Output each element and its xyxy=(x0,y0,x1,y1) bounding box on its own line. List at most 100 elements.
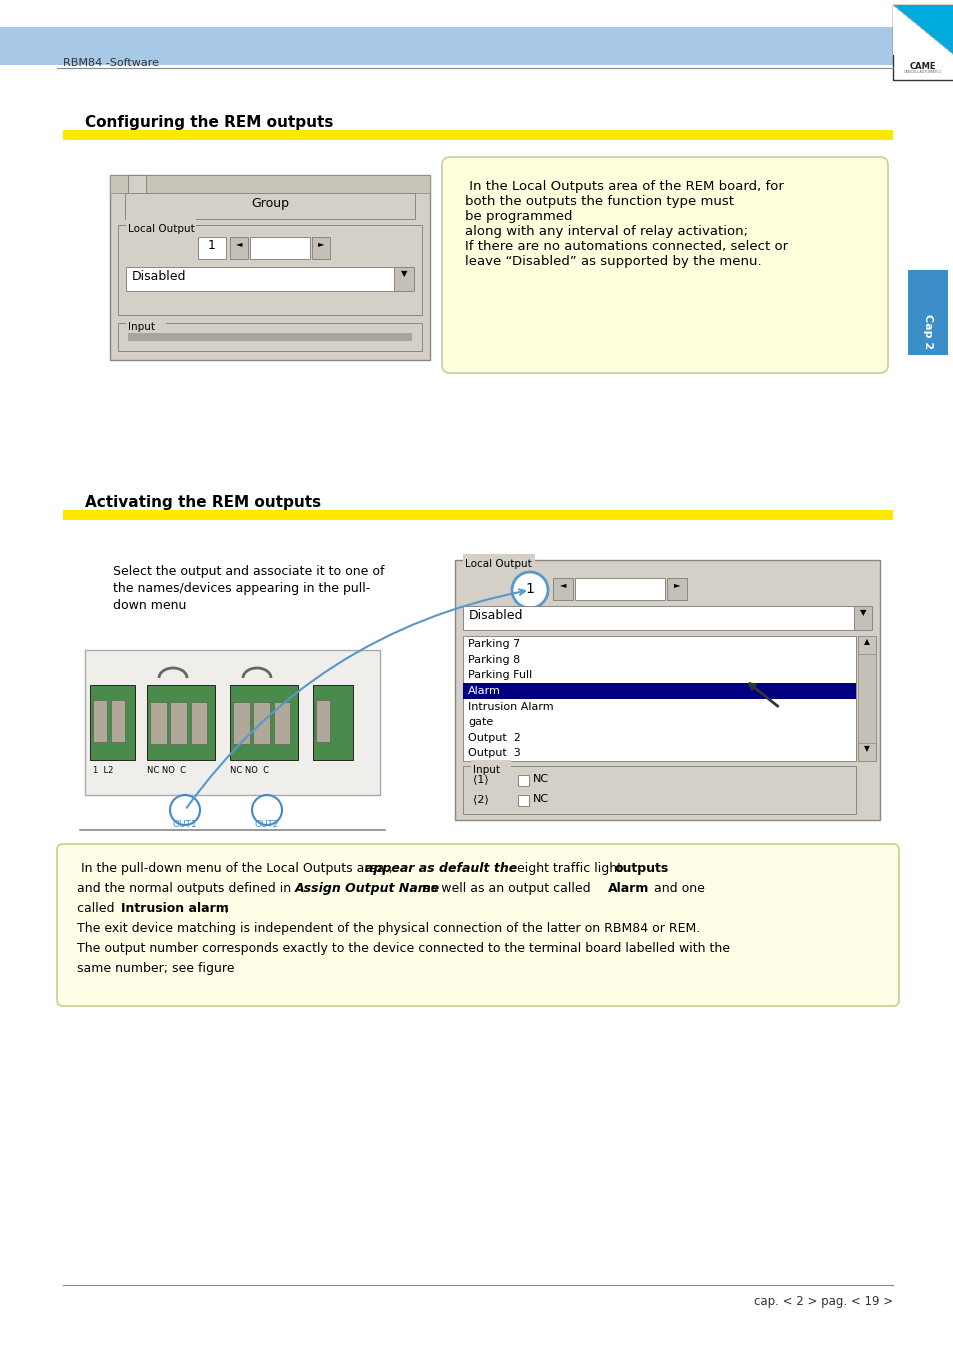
Text: as well as an output called: as well as an output called xyxy=(422,882,594,894)
Text: OUT1: OUT1 xyxy=(172,820,197,830)
FancyBboxPatch shape xyxy=(455,561,879,820)
Text: CAME: CAME xyxy=(909,62,935,72)
Text: 1: 1 xyxy=(525,582,534,596)
FancyBboxPatch shape xyxy=(233,703,250,743)
FancyBboxPatch shape xyxy=(63,509,892,520)
Text: Disabled: Disabled xyxy=(469,609,523,621)
FancyBboxPatch shape xyxy=(230,685,297,761)
Text: In the Local Outputs area of the REM board, for
both the outputs the function ty: In the Local Outputs area of the REM boa… xyxy=(464,180,787,267)
Text: Intrusion Alarm: Intrusion Alarm xyxy=(468,701,553,712)
FancyBboxPatch shape xyxy=(253,703,270,743)
FancyBboxPatch shape xyxy=(111,700,125,742)
Text: Disabled: Disabled xyxy=(132,270,186,282)
FancyBboxPatch shape xyxy=(907,270,947,355)
FancyBboxPatch shape xyxy=(110,176,430,359)
Text: and one: and one xyxy=(649,882,704,894)
Text: cap. < 2 > pag. < 19 >: cap. < 2 > pag. < 19 > xyxy=(753,1296,892,1308)
Polygon shape xyxy=(892,5,953,55)
Text: Intrusion alarm: Intrusion alarm xyxy=(121,902,229,915)
Text: 1: 1 xyxy=(208,239,215,253)
Text: Parking 8: Parking 8 xyxy=(468,655,519,665)
FancyBboxPatch shape xyxy=(441,157,887,373)
Circle shape xyxy=(512,571,547,608)
FancyBboxPatch shape xyxy=(230,236,248,259)
FancyBboxPatch shape xyxy=(110,176,430,193)
FancyBboxPatch shape xyxy=(471,761,511,771)
Text: gate: gate xyxy=(468,717,493,727)
FancyBboxPatch shape xyxy=(394,267,414,290)
FancyBboxPatch shape xyxy=(85,650,379,794)
Text: RBM84 -Software: RBM84 -Software xyxy=(63,58,159,68)
FancyBboxPatch shape xyxy=(857,636,875,654)
Text: Local Output: Local Output xyxy=(128,224,194,234)
Text: 1  L2: 1 L2 xyxy=(92,766,113,775)
Text: ⟨1⟩: ⟨1⟩ xyxy=(473,774,488,784)
FancyBboxPatch shape xyxy=(462,682,855,698)
FancyBboxPatch shape xyxy=(553,578,573,600)
Text: Parking Full: Parking Full xyxy=(468,670,532,681)
FancyBboxPatch shape xyxy=(0,27,892,65)
FancyBboxPatch shape xyxy=(126,317,166,330)
Text: Input: Input xyxy=(128,322,154,332)
Text: Alarm: Alarm xyxy=(607,882,649,894)
Text: and the normal outputs defined in: and the normal outputs defined in xyxy=(77,882,294,894)
FancyBboxPatch shape xyxy=(462,636,855,761)
Text: ▼: ▼ xyxy=(859,608,865,617)
FancyBboxPatch shape xyxy=(892,5,953,80)
Text: Output  3: Output 3 xyxy=(468,748,520,758)
Text: ◄: ◄ xyxy=(235,239,242,249)
FancyBboxPatch shape xyxy=(57,844,898,1006)
FancyBboxPatch shape xyxy=(250,236,310,259)
FancyBboxPatch shape xyxy=(575,578,664,600)
Text: Select the output and associate it to one of: Select the output and associate it to on… xyxy=(112,565,384,578)
Text: CANCELLAUTOMATICI: CANCELLAUTOMATICI xyxy=(903,70,941,74)
FancyBboxPatch shape xyxy=(666,578,686,600)
Text: The exit device matching is independent of the physical connection of the latter: The exit device matching is independent … xyxy=(77,921,700,935)
FancyBboxPatch shape xyxy=(90,685,135,761)
FancyBboxPatch shape xyxy=(126,219,195,231)
FancyBboxPatch shape xyxy=(198,236,226,259)
FancyBboxPatch shape xyxy=(118,323,421,351)
Text: NC: NC xyxy=(533,774,549,784)
Text: NC NO  C: NC NO C xyxy=(147,766,186,775)
FancyBboxPatch shape xyxy=(125,193,415,219)
FancyBboxPatch shape xyxy=(128,176,146,205)
Text: Activating the REM outputs: Activating the REM outputs xyxy=(85,494,321,509)
Text: ◄: ◄ xyxy=(559,580,566,589)
Text: same number; see figure: same number; see figure xyxy=(77,962,234,975)
FancyBboxPatch shape xyxy=(315,700,330,742)
Text: Output  2: Output 2 xyxy=(468,732,520,743)
FancyBboxPatch shape xyxy=(150,703,167,743)
FancyBboxPatch shape xyxy=(517,775,529,786)
FancyBboxPatch shape xyxy=(462,607,859,630)
Text: ►: ► xyxy=(317,239,324,249)
Text: ►: ► xyxy=(673,580,679,589)
Polygon shape xyxy=(892,5,953,55)
FancyBboxPatch shape xyxy=(274,703,290,743)
FancyBboxPatch shape xyxy=(462,554,535,566)
Text: Parking 7: Parking 7 xyxy=(468,639,519,648)
Text: ▼: ▼ xyxy=(400,269,407,278)
FancyBboxPatch shape xyxy=(857,743,875,761)
Text: ⟨2⟩: ⟨2⟩ xyxy=(473,794,488,804)
Text: Alarm: Alarm xyxy=(468,686,500,696)
FancyBboxPatch shape xyxy=(126,267,399,290)
FancyBboxPatch shape xyxy=(147,685,214,761)
Text: ▼: ▼ xyxy=(863,744,869,753)
FancyBboxPatch shape xyxy=(857,636,875,761)
Text: NC: NC xyxy=(533,794,549,804)
FancyBboxPatch shape xyxy=(118,226,421,315)
Text: Group: Group xyxy=(251,197,289,209)
FancyBboxPatch shape xyxy=(171,703,187,743)
FancyBboxPatch shape xyxy=(312,236,330,259)
Text: the names/devices appearing in the pull-: the names/devices appearing in the pull- xyxy=(112,582,370,594)
FancyBboxPatch shape xyxy=(853,607,871,630)
Text: The output number corresponds exactly to the device connected to the terminal bo: The output number corresponds exactly to… xyxy=(77,942,729,955)
Text: outputs: outputs xyxy=(615,862,669,875)
FancyBboxPatch shape xyxy=(63,130,892,141)
Text: ▲: ▲ xyxy=(863,638,869,646)
Text: down menu: down menu xyxy=(112,598,186,612)
Text: Assign Output Name: Assign Output Name xyxy=(294,882,439,894)
Text: Cap 2: Cap 2 xyxy=(923,315,932,350)
Text: In the pull-down menu of the Local Outputs area ,: In the pull-down menu of the Local Outpu… xyxy=(77,862,396,875)
